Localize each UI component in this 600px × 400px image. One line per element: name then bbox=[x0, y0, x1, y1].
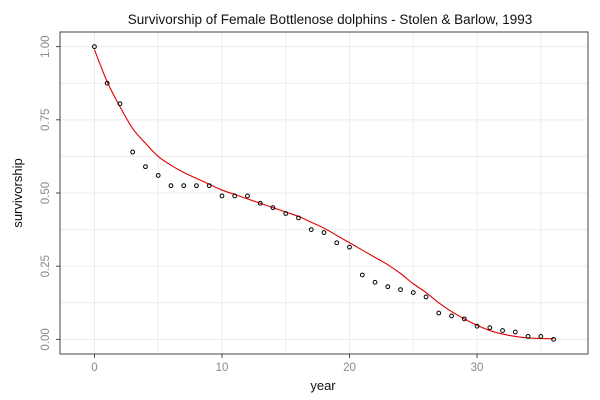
data-point bbox=[296, 215, 301, 221]
y-tick-label: 0.50 bbox=[40, 182, 52, 204]
x-tick-label: 20 bbox=[343, 362, 356, 374]
data-point bbox=[168, 183, 174, 189]
data-point bbox=[487, 325, 493, 331]
data-point bbox=[104, 80, 110, 86]
data-point bbox=[206, 183, 212, 189]
x-tick-label: 10 bbox=[216, 362, 229, 374]
data-point bbox=[245, 193, 250, 199]
data-point bbox=[500, 328, 505, 333]
data-point bbox=[359, 272, 365, 278]
data-point bbox=[143, 164, 148, 170]
data-point bbox=[321, 230, 327, 235]
data-point bbox=[334, 240, 340, 246]
data-point bbox=[194, 183, 199, 189]
y-tick-label: 0.25 bbox=[40, 255, 52, 277]
data-point bbox=[257, 200, 263, 206]
fitted-curve bbox=[93, 49, 554, 340]
data-point bbox=[410, 290, 416, 295]
data-point bbox=[436, 310, 442, 316]
data-point bbox=[155, 173, 161, 178]
grid-layer bbox=[60, 32, 588, 354]
data-point bbox=[525, 334, 531, 339]
data-point bbox=[308, 227, 314, 232]
data-point bbox=[283, 211, 289, 216]
data-point bbox=[449, 313, 454, 319]
data-point bbox=[551, 336, 556, 342]
y-tick-label: 0.00 bbox=[40, 328, 52, 350]
point-layer bbox=[92, 44, 556, 342]
data-point bbox=[461, 316, 467, 322]
data-point bbox=[423, 294, 429, 300]
x-tick-label: 30 bbox=[471, 362, 484, 374]
chart-title: Survivorship of Female Bottlenose dolphi… bbox=[128, 12, 532, 27]
tick-layer: 0 10 20 30 0.00 0.25 0.50 0.75 1.00 bbox=[40, 35, 483, 374]
data-point bbox=[270, 205, 276, 211]
data-point bbox=[398, 287, 403, 293]
y-tick-label: 0.75 bbox=[40, 109, 52, 131]
data-point bbox=[117, 101, 123, 107]
y-tick-label: 1.00 bbox=[40, 35, 52, 57]
data-point bbox=[512, 329, 518, 335]
x-tick-label: 0 bbox=[91, 362, 97, 374]
data-point bbox=[232, 193, 238, 199]
data-point bbox=[181, 183, 187, 189]
x-axis-title: year bbox=[310, 378, 336, 393]
data-point bbox=[372, 279, 378, 285]
data-point bbox=[474, 323, 480, 329]
data-point bbox=[385, 284, 391, 290]
data-point bbox=[347, 244, 352, 250]
data-point bbox=[130, 149, 136, 155]
data-point bbox=[538, 334, 544, 339]
data-point bbox=[219, 193, 225, 199]
data-point bbox=[92, 44, 97, 50]
y-axis-title: survivorship bbox=[10, 158, 25, 227]
